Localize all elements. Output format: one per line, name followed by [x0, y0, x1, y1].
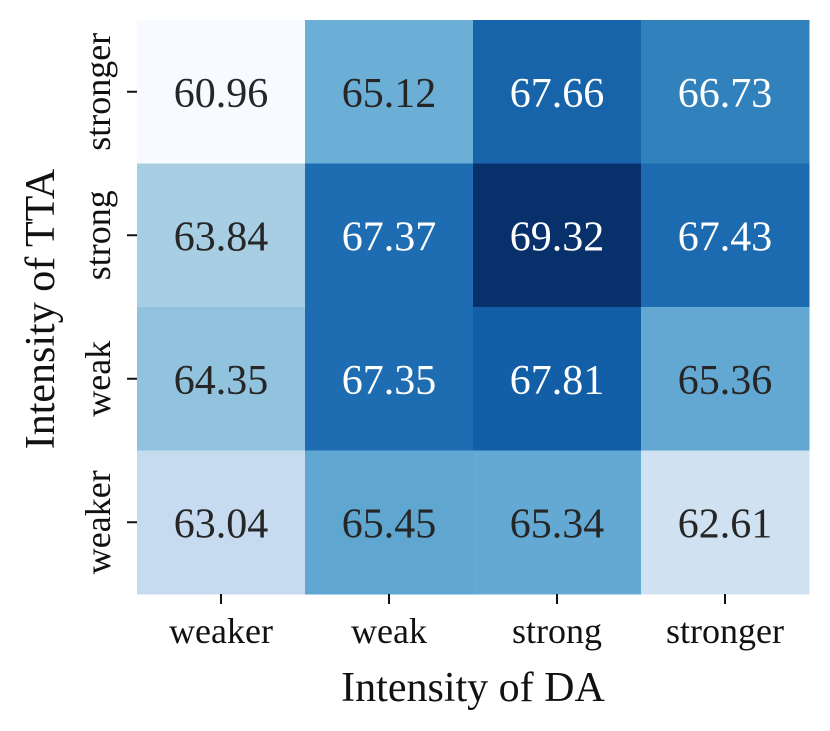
cell-value-label: 67.35 — [342, 358, 437, 404]
y-tick-label: weaker — [78, 470, 118, 574]
cell-value-label: 67.81 — [510, 358, 605, 404]
cell-value-label: 63.04 — [174, 501, 269, 547]
y-tick-label: stronger — [78, 33, 118, 151]
cell-value-label: 62.61 — [678, 501, 773, 547]
cell-value-label: 65.45 — [342, 501, 437, 547]
heatmap-cell — [137, 450, 306, 595]
y-tick-label: weak — [78, 341, 118, 417]
cell-value-label: 63.84 — [174, 214, 269, 260]
heatmap-cell — [305, 307, 474, 451]
y-tick-label: strong — [78, 190, 118, 280]
cell-value-label: 64.35 — [174, 358, 269, 404]
heatmap-cell — [641, 20, 810, 164]
heatmap-cell — [641, 450, 810, 595]
x-tick-label: stronger — [666, 611, 784, 651]
cell-value-label: 60.96 — [174, 71, 269, 117]
cell-value-label: 67.37 — [342, 214, 437, 260]
heatmap-cell — [137, 307, 306, 451]
heatmap-cell — [137, 163, 306, 308]
heatmap-cell — [473, 20, 642, 164]
heatmap-cell — [473, 450, 642, 595]
heatmap-cell — [305, 450, 474, 595]
cell-value-label: 67.43 — [678, 214, 773, 260]
cell-value-label: 66.73 — [678, 71, 773, 117]
heatmap-cell — [305, 163, 474, 308]
heatmap-cells: 60.96 65.12 67.66 66.73 63.84 67.37 69.32 67.43… — [137, 20, 810, 595]
y-axis-title: Intensity of TTA — [18, 168, 64, 449]
heatmap-cell — [473, 307, 642, 451]
y-axis-ticks: stronger strong weak weaker — [78, 33, 137, 574]
cell-value-label: 67.66 — [510, 71, 605, 117]
heatmap-cell — [305, 20, 474, 164]
cell-value-label: 69.32 — [510, 214, 605, 260]
x-axis-ticks: weaker weak strong stronger — [169, 594, 784, 651]
heatmap-cell — [641, 307, 810, 451]
heatmap-cell — [473, 163, 642, 308]
x-tick-label: weaker — [169, 611, 273, 651]
x-axis-title: Intensity of DA — [341, 665, 605, 711]
cell-value-label: 65.12 — [342, 71, 437, 117]
cell-value-label: 65.34 — [510, 501, 605, 547]
cell-value-label: 65.36 — [678, 358, 773, 404]
x-tick-label: weak — [351, 611, 427, 651]
heatmap-cell — [137, 20, 306, 164]
heatmap-cell — [641, 163, 810, 308]
x-tick-label: strong — [512, 611, 602, 651]
